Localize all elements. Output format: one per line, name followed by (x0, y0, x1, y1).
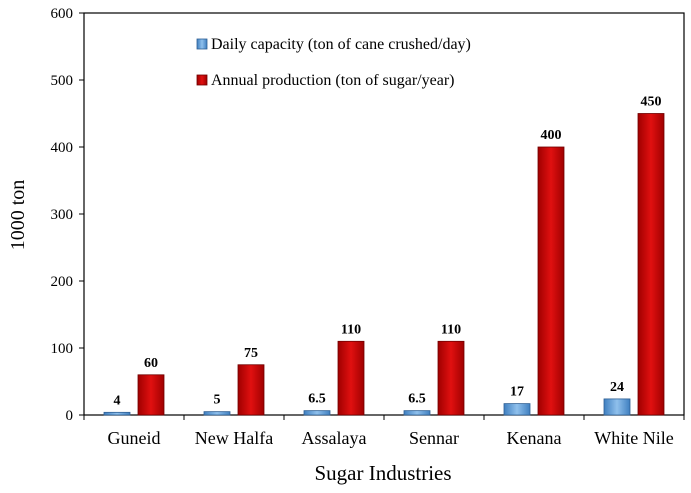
bar (337, 340, 365, 416)
bar (437, 340, 465, 416)
x-tick-label: Guneid (108, 428, 161, 448)
bar (503, 403, 531, 416)
data-label: 6.5 (408, 392, 426, 407)
data-label: 450 (641, 95, 662, 110)
bar (537, 146, 565, 416)
legend-label: Annual production (ton of sugar/year) (211, 72, 454, 89)
y-tick-label: 200 (51, 274, 74, 290)
data-label: 110 (441, 322, 461, 337)
bar (203, 411, 231, 416)
data-label: 75 (244, 346, 258, 361)
x-tick-label: Sennar (409, 428, 459, 448)
x-tick-label: Kenana (507, 428, 562, 448)
y-tick-label: 0 (66, 408, 74, 424)
data-label: 6.5 (308, 392, 326, 407)
bar (403, 410, 431, 416)
data-label: 5 (214, 393, 221, 408)
x-tick-label: New Halfa (195, 428, 273, 448)
bar (303, 410, 331, 416)
legend-label: Daily capacity (ton of cane crushed/day) (211, 36, 471, 53)
y-tick-label: 100 (51, 341, 74, 357)
bar (603, 398, 631, 416)
bar (637, 113, 665, 416)
x-tick-label: White Nile (594, 428, 673, 448)
legend-swatch (196, 38, 208, 50)
y-tick-label: 300 (51, 207, 74, 223)
y-tick-label: 600 (51, 6, 74, 22)
y-axis-label: 1000 ton (7, 180, 29, 251)
data-label: 17 (510, 385, 524, 400)
y-tick-label: 400 (51, 140, 74, 156)
y-tick-label: 500 (51, 73, 74, 89)
x-tick-label: Assalaya (302, 428, 367, 448)
plot-area: 0 100 200 300 400 500 600 Guneid 4 60 New Halfa 5 75… (51, 6, 685, 448)
bar (237, 364, 265, 416)
x-axis-label: Sugar Industries (314, 461, 451, 485)
data-label: 110 (341, 322, 361, 337)
bar (137, 374, 165, 416)
legend-swatch (196, 74, 208, 86)
data-label: 24 (610, 380, 624, 395)
data-label: 400 (541, 128, 562, 143)
data-label: 4 (114, 393, 121, 408)
bar (103, 411, 131, 416)
data-label: 60 (144, 356, 158, 371)
